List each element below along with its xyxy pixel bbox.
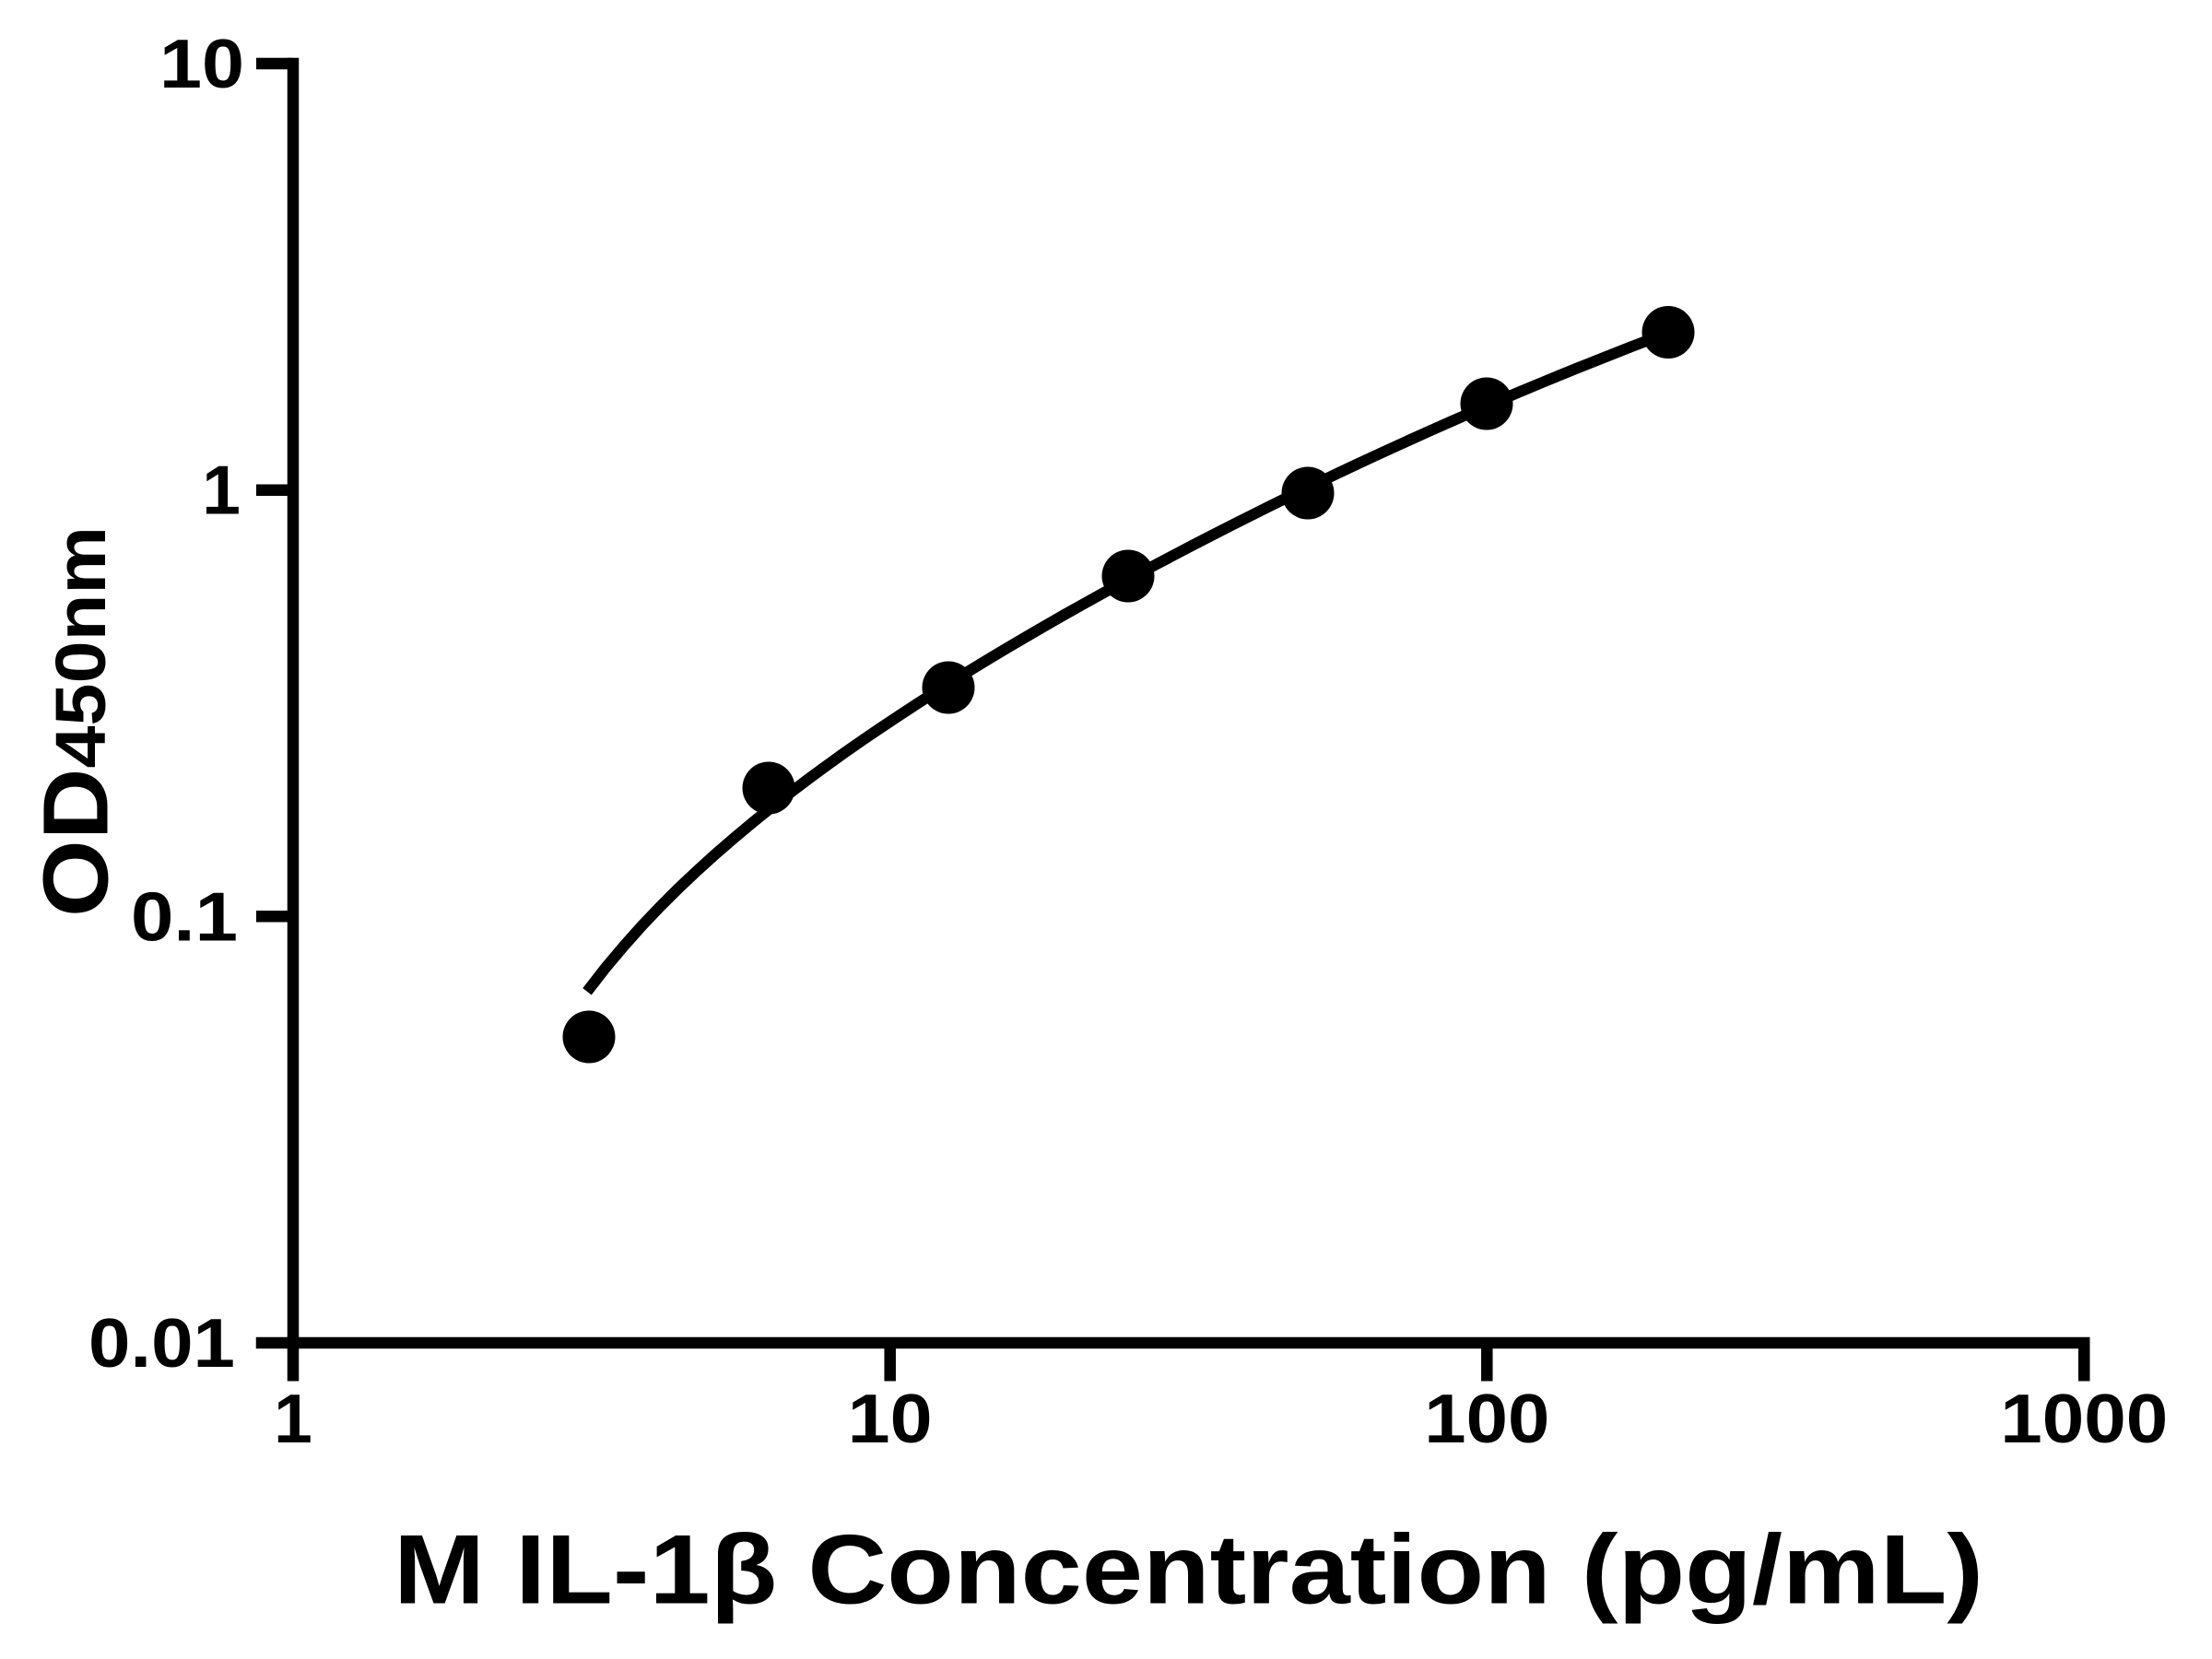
svg-text:1000: 1000 [2000,1380,2168,1457]
svg-text:1: 1 [202,452,241,529]
svg-text:100: 100 [1424,1380,1549,1457]
svg-text:M IL-1β Concentration (pg/mL): M IL-1β Concentration (pg/mL) [394,1514,1983,1625]
svg-text:1: 1 [274,1380,312,1457]
svg-text:10: 10 [159,25,244,102]
svg-text:10: 10 [848,1380,933,1457]
svg-text:OD450nm: OD450nm [25,526,128,917]
svg-text:0.1: 0.1 [131,877,238,955]
svg-text:0.01: 0.01 [88,1304,235,1382]
